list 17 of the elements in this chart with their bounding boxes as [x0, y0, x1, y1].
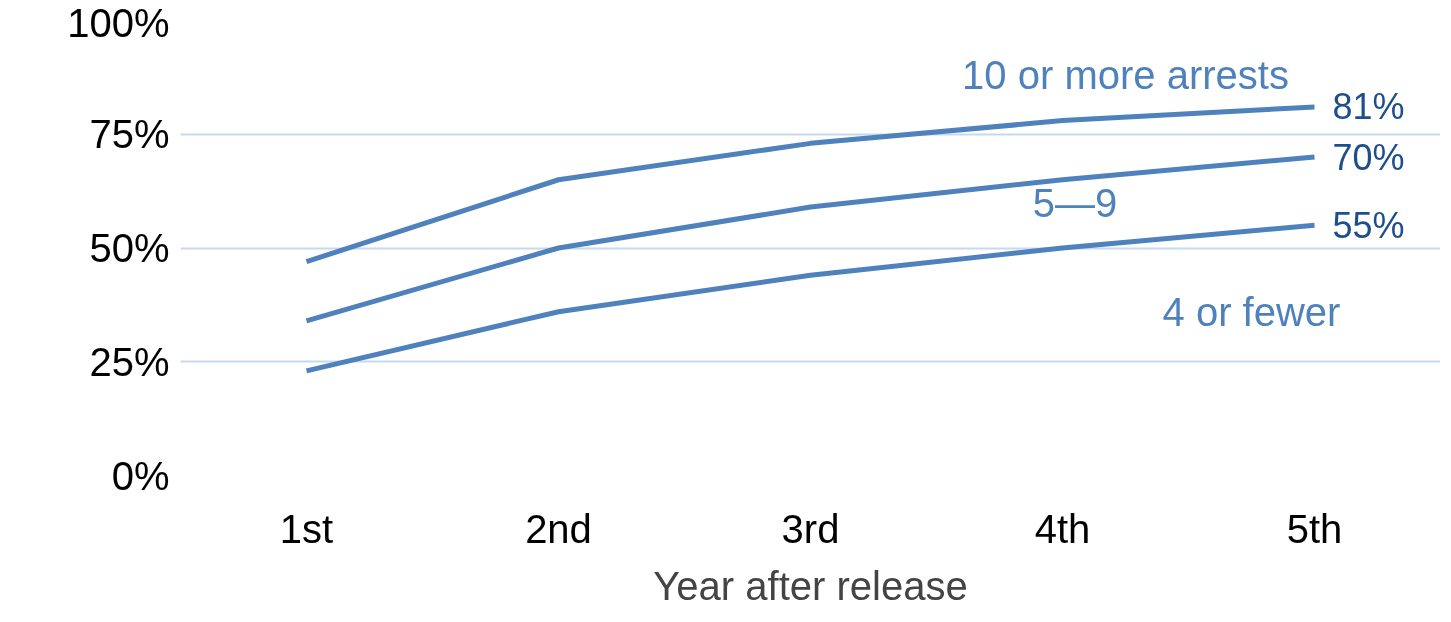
x-tick-label: 4th [1034, 506, 1091, 551]
y-tick-label: 75% [89, 112, 170, 157]
x-axis-title: Year after release [653, 563, 968, 608]
y-tick-label: 50% [89, 226, 170, 270]
data-label: 81% [1332, 86, 1405, 128]
series-label: 10 or more arrests [962, 53, 1289, 98]
x-tick-label: 5th [1286, 506, 1343, 551]
series-label: 5—9 [1032, 180, 1118, 225]
x-tick-label: 2nd [525, 506, 592, 551]
y-tick-label: 0% [111, 453, 170, 498]
data-label: 55% [1332, 204, 1405, 246]
x-tick-label: 1st [279, 506, 334, 551]
y-tick-label: 100% [67, 0, 170, 45]
data-label: 70% [1332, 136, 1405, 178]
x-tick-label: 3rd [781, 506, 840, 551]
y-tick-label: 25% [89, 339, 170, 384]
series-label: 4 or fewer [1162, 289, 1341, 334]
